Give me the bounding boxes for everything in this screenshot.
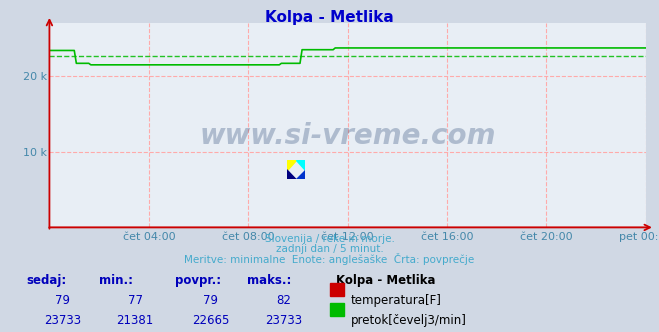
Text: Kolpa - Metlika: Kolpa - Metlika — [265, 10, 394, 25]
Text: 79: 79 — [204, 294, 218, 307]
Text: temperatura[F]: temperatura[F] — [351, 294, 442, 307]
Text: min.:: min.: — [99, 274, 133, 287]
Text: sedaj:: sedaj: — [26, 274, 67, 287]
Text: 21381: 21381 — [117, 314, 154, 327]
Text: pretok[čevelj3/min]: pretok[čevelj3/min] — [351, 314, 467, 327]
Text: 23733: 23733 — [265, 314, 302, 327]
Polygon shape — [296, 170, 305, 179]
Text: povpr.:: povpr.: — [175, 274, 221, 287]
Text: 82: 82 — [276, 294, 291, 307]
Polygon shape — [287, 160, 296, 170]
Text: 22665: 22665 — [192, 314, 229, 327]
Text: zadnji dan / 5 minut.: zadnji dan / 5 minut. — [275, 244, 384, 254]
Polygon shape — [287, 170, 296, 179]
Text: www.si-vreme.com: www.si-vreme.com — [200, 122, 496, 149]
Text: 77: 77 — [128, 294, 142, 307]
Text: Meritve: minimalne  Enote: anglešaške  Črta: povprečje: Meritve: minimalne Enote: anglešaške Črt… — [185, 254, 474, 266]
Text: 23733: 23733 — [44, 314, 81, 327]
Text: 79: 79 — [55, 294, 70, 307]
Text: Kolpa - Metlika: Kolpa - Metlika — [336, 274, 436, 287]
Text: Slovenija / reke in morje.: Slovenija / reke in morje. — [264, 234, 395, 244]
Polygon shape — [296, 160, 305, 170]
Text: maks.:: maks.: — [247, 274, 291, 287]
